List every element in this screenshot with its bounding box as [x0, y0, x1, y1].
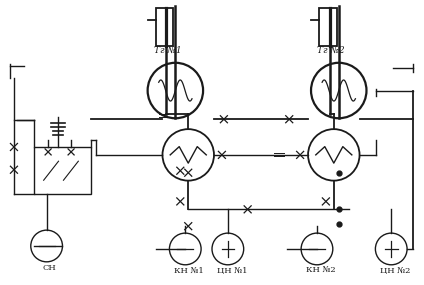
Text: ЦН №1: ЦН №1: [217, 267, 248, 275]
Bar: [34, 147, 91, 194]
Text: СН: СН: [42, 264, 56, 272]
Text: Тг №1: Тг №1: [153, 46, 181, 55]
Text: ЦН №2: ЦН №2: [380, 267, 411, 275]
Bar: [319, 8, 337, 46]
Bar: [156, 8, 173, 46]
Text: КН №1: КН №1: [174, 267, 204, 275]
Text: КН №2: КН №2: [306, 267, 336, 275]
Text: Тг №2: Тг №2: [317, 46, 345, 55]
